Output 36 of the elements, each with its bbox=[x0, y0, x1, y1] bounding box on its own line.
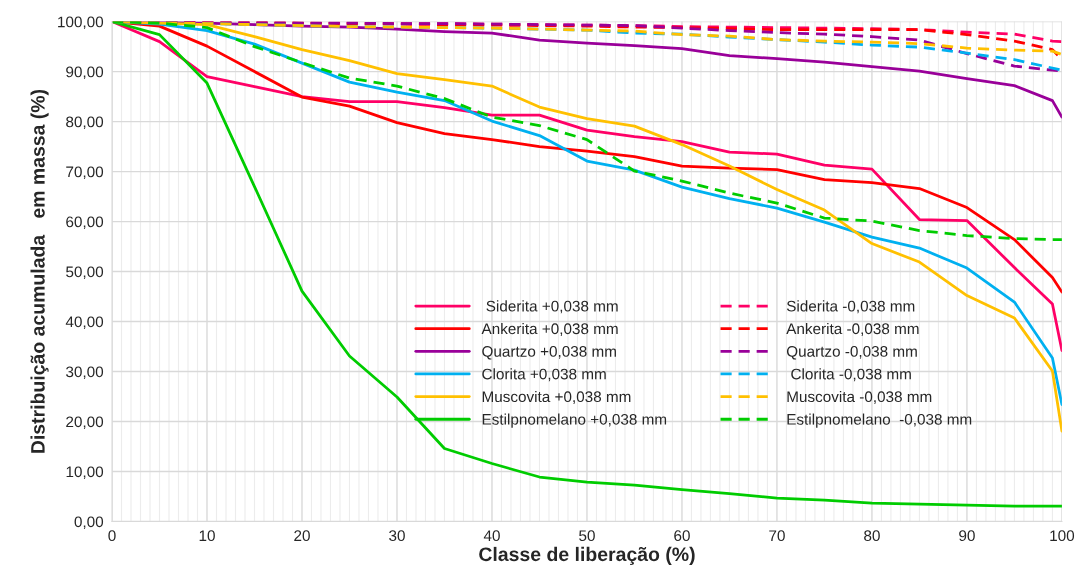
x-tick-label: 100 bbox=[1050, 530, 1075, 542]
x-tick-label: 60 bbox=[674, 530, 690, 542]
y-tick-label: 80,00 bbox=[66, 116, 104, 130]
legend-label: Quartzo +0,038 mm bbox=[482, 346, 616, 360]
legend-label: Muscovita +0,038 mm bbox=[482, 390, 631, 404]
y-tick-label: 100,00 bbox=[58, 16, 104, 30]
y-tick-label: 0,00 bbox=[74, 516, 104, 529]
x-tick-label: 30 bbox=[389, 530, 405, 542]
legend-label: Estilpnomelano -0,038 mm bbox=[787, 413, 972, 428]
legend-label: Clorita +0,038 mm bbox=[482, 368, 606, 382]
y-tick-label: 20,00 bbox=[66, 416, 104, 430]
legend-label: Clorita -0,038 mm bbox=[791, 368, 911, 382]
legend-label: Ankerita -0,038 mm bbox=[786, 322, 919, 336]
x-tick-label: 50 bbox=[579, 530, 595, 542]
y-tick-label: 90,00 bbox=[66, 66, 104, 80]
x-tick-label: 40 bbox=[483, 530, 500, 542]
x-tick-label: 70 bbox=[769, 530, 785, 542]
legend-label: Muscovita -0,038 mm bbox=[787, 390, 932, 404]
y-tick-label: 10,00 bbox=[66, 466, 104, 480]
y-tick-label: 30,00 bbox=[66, 366, 104, 380]
legend-label: Estilpnomelano +0,038 mm bbox=[482, 413, 667, 428]
y-tick-label: 50,00 bbox=[66, 266, 104, 280]
x-axis-title: Classe de liberação (%) bbox=[479, 546, 695, 565]
y-tick-label: 70,00 bbox=[66, 166, 104, 180]
y-tick-label: 40,00 bbox=[65, 316, 104, 330]
legend-label: Ankerita +0,038 mm bbox=[481, 322, 618, 336]
y-axis-title: Distribuição acumulada em massa (%) bbox=[30, 89, 49, 453]
x-tick-label: 90 bbox=[959, 530, 975, 542]
x-tick-label: 20 bbox=[294, 530, 310, 542]
legend-label: Siderita -0,038 mm bbox=[786, 300, 915, 314]
legend-label: Siderita +0,038 mm bbox=[486, 300, 618, 314]
x-tick-label: 0 bbox=[108, 530, 116, 542]
legend-label: Quartzo -0,038 mm bbox=[786, 346, 917, 360]
x-tick-label: 80 bbox=[864, 530, 880, 542]
y-tick-label: 60,00 bbox=[66, 216, 104, 230]
x-tick-label: 10 bbox=[199, 530, 215, 542]
